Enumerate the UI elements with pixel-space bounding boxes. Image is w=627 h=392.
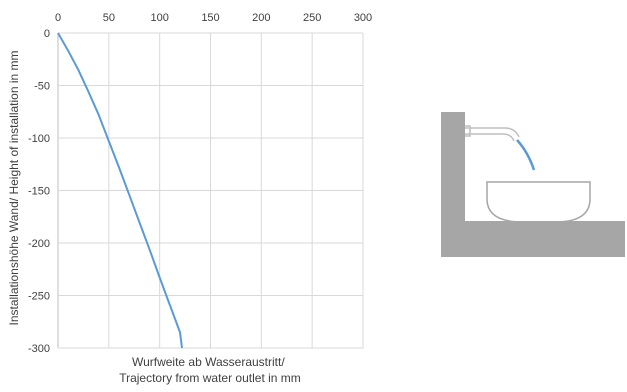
y-tick-label: -250 [28,291,50,303]
y-tick-label: -150 [28,186,50,198]
x-axis-title-line-2: Trajectory from water outlet in mm [119,371,301,385]
y-tick-label: -100 [28,133,50,145]
washbasin [486,181,591,223]
trajectory-line [57,32,183,349]
x-axis-title: Wurfweite ab Wasseraustritt/ Trajectory … [119,355,301,385]
y-axis-title: Installationshöhe Wand/ Height of instal… [7,50,21,325]
y-tick-labels: 0 -50 -100 -150 -200 -250 -300 [28,28,50,355]
x-tick-label: 300 [354,12,372,24]
x-tick-label: 200 [252,12,270,24]
faucet-spout [465,125,520,142]
x-tick-label: 0 [55,12,61,24]
countertop [441,221,625,257]
y-tick-label: -200 [28,238,50,250]
x-tick-label: 150 [201,12,219,24]
x-tick-label: 100 [150,12,168,24]
x-tick-labels: 0 50 100 150 200 250 300 [55,12,372,24]
y-tick-label: -50 [34,81,50,93]
x-tick-label: 50 [103,12,115,24]
y-tick-label: 0 [44,28,50,40]
x-axis-title-line-1: Wurfweite ab Wasseraustritt/ [132,355,285,369]
x-tick-label: 250 [303,12,321,24]
water-jet [516,139,536,171]
y-tick-label: -300 [28,343,50,355]
grid-lines [57,32,364,349]
